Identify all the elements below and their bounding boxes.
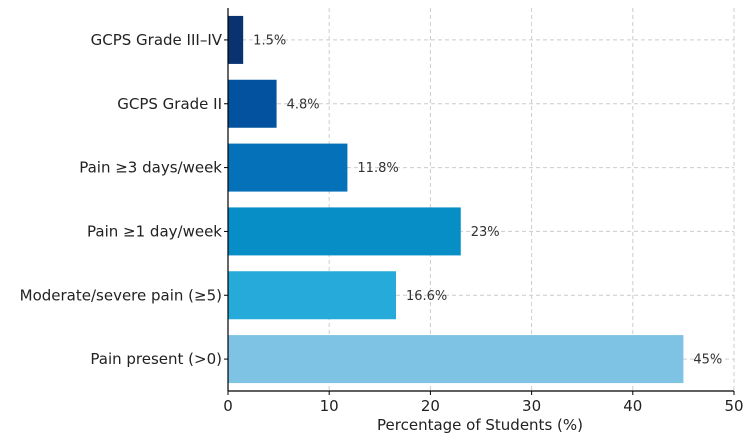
data-label: 11.8% — [357, 161, 398, 176]
category-label: GCPS Grade II — [117, 95, 222, 113]
x-tick-label: 30 — [522, 397, 541, 415]
data-label: 4.8% — [287, 97, 320, 112]
x-tick-label: 0 — [223, 397, 233, 415]
x-axis-title: Percentage of Students (%) — [377, 416, 583, 434]
x-tick-label: 10 — [320, 397, 339, 415]
bar — [228, 15, 244, 64]
category-label: Moderate/severe pain (≥5) — [20, 286, 222, 304]
bar — [228, 143, 348, 192]
category-label: Pain present (>0) — [90, 350, 222, 368]
bar — [228, 79, 277, 128]
axes — [224, 8, 735, 395]
labels: Pain present (>0) 45% Moderate/severe pain… — [20, 31, 744, 415]
category-label: GCPS Grade III–IV — [91, 31, 223, 49]
data-label: 45% — [693, 353, 722, 368]
x-tick-label: 20 — [421, 397, 440, 415]
category-label: Pain ≥3 days/week — [79, 159, 222, 177]
category-label: Pain ≥1 day/week — [87, 222, 222, 240]
bar — [228, 335, 684, 384]
bar — [228, 271, 396, 320]
data-label: 1.5% — [253, 33, 286, 48]
bar — [228, 207, 461, 256]
data-label: 23% — [471, 225, 500, 240]
grid-lines — [228, 8, 735, 391]
bars — [228, 15, 684, 384]
x-tick-label: 50 — [724, 397, 743, 415]
x-tick-label: 40 — [623, 397, 642, 415]
data-label: 16.6% — [406, 289, 447, 304]
